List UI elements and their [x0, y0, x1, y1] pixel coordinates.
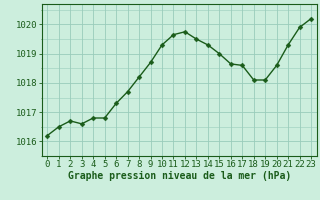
- X-axis label: Graphe pression niveau de la mer (hPa): Graphe pression niveau de la mer (hPa): [68, 171, 291, 181]
